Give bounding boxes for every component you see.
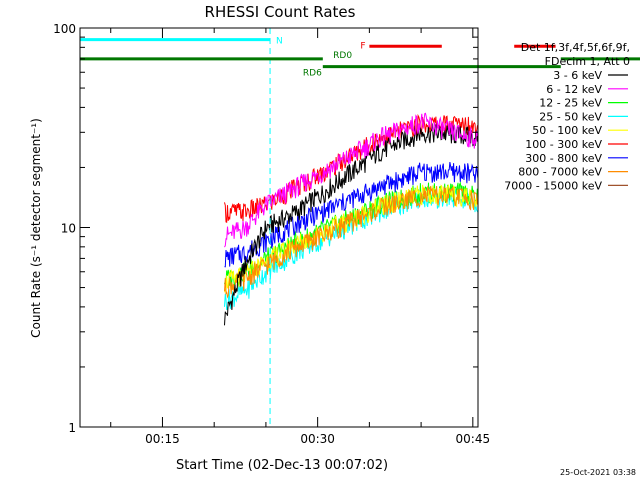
flag-label-f: F [360, 41, 365, 51]
y-axis-label: Count Rate (s⁻¹ detector segment⁻¹) [29, 118, 43, 338]
flag-overlays: N F RD0 RD6 [79, 28, 640, 427]
y-tick-label-10: 10 [61, 222, 76, 236]
legend-label-800-7000-kev: 800 - 7000 keV [518, 166, 602, 179]
legend-label-50-100-kev: 50 - 100 keV [532, 124, 602, 137]
x-tick-label-0045: 00:45 [456, 432, 491, 446]
legend-label-100-300-kev: 100 - 300 keV [525, 138, 602, 151]
series-line-300-800-kev [224, 162, 478, 268]
legend-label-6-12-kev: 6 - 12 keV [546, 83, 602, 96]
legend-header-2: FDecim 1, Att 0 [545, 55, 630, 68]
x-tick-label-0015: 00:15 [145, 432, 180, 446]
series-line-3-6-kev [224, 123, 478, 326]
series-line-800-7000-kev [224, 185, 478, 299]
flag-label-rd6: RD6 [303, 69, 322, 79]
plot-area [224, 112, 478, 326]
chart-title: RHESSI Count Rates [205, 3, 356, 21]
x-tick-label-0030: 00:30 [300, 432, 335, 446]
series-line-6-12-kev [224, 112, 478, 248]
series-group [224, 112, 478, 326]
x-axis-label: Start Time (02-Dec-13 00:07:02) [176, 458, 388, 473]
legend-label-12-25-kev: 12 - 25 keV [539, 97, 602, 110]
legend-label-25-50-kev: 25 - 50 keV [539, 110, 602, 123]
legend: Det 1f,3f,4f,5f,6f,9f,FDecim 1, Att 03 -… [504, 41, 630, 192]
legend-label-7000-15000-kev: 7000 - 15000 keV [504, 179, 602, 192]
plot-timestamp: 25-Oct-2021 03:38 [560, 468, 636, 477]
legend-header-1: Det 1f,3f,4f,5f,6f,9f, [521, 41, 630, 54]
legend-label-300-800-kev: 300 - 800 keV [525, 152, 602, 165]
y-tick-label-1: 1 [68, 421, 76, 435]
legend-label-3-6-kev: 3 - 6 keV [553, 69, 602, 82]
axes: 1 10 100 00:15 00:30 00:45 [53, 22, 490, 446]
flag-label-n: N [276, 37, 283, 47]
y-tick-label-100: 100 [53, 22, 76, 36]
flag-label-rd0: RD0 [333, 51, 352, 61]
